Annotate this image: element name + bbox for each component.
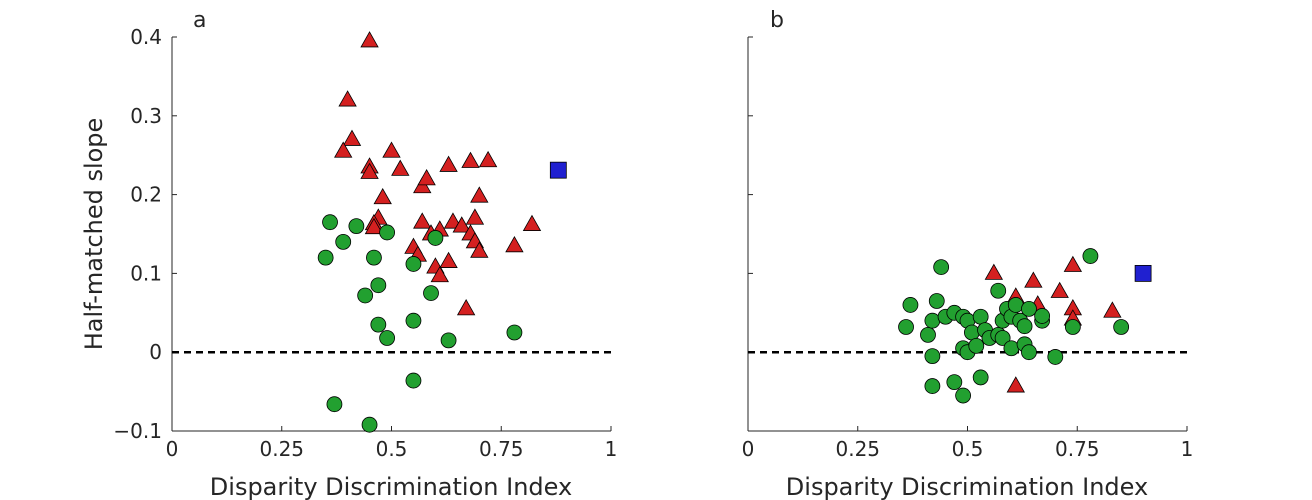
circle-point: [924, 348, 941, 365]
triangle-point: [338, 90, 357, 107]
circle-point: [366, 249, 382, 266]
triangle-point: [439, 251, 458, 268]
triangle-point: [522, 214, 542, 231]
circle-point: [920, 326, 936, 343]
circle-point: [924, 312, 941, 329]
triangle-point: [465, 208, 485, 225]
circle-point: [326, 396, 343, 413]
triangle-point: [413, 212, 432, 229]
triangle-point: [478, 150, 498, 168]
panel-a-y-axis-label: Half-matched slope: [80, 118, 108, 351]
triangle-point: [360, 162, 379, 179]
triangle-point: [382, 141, 401, 158]
x-tick-label: 0.5: [376, 437, 408, 461]
circle-point: [370, 316, 387, 333]
circle-point: [322, 214, 338, 231]
panel-b: b Disparity Discrimination Index 0 0.25 0.…: [742, 8, 1194, 500]
circle-point: [972, 369, 989, 386]
x-tick-label: 0.75: [479, 437, 524, 461]
circle-point: [924, 378, 941, 394]
y-tick-label: 0: [149, 340, 162, 364]
triangle-point: [1063, 255, 1083, 272]
y-tick-label: 0.2: [130, 183, 162, 207]
circle-point: [1016, 318, 1033, 335]
triangle-point: [505, 236, 524, 253]
triangle-point: [1024, 271, 1043, 288]
circle-point: [946, 374, 963, 391]
circle-point: [348, 218, 365, 235]
x-tick-label: 1: [605, 437, 618, 461]
y-tick-label: 0.4: [130, 25, 162, 49]
triangle-point: [342, 129, 362, 146]
circle-point: [427, 230, 444, 246]
triangle-point: [391, 159, 410, 176]
circle-point: [963, 324, 980, 341]
x-tick-label: 0: [742, 437, 755, 461]
x-tick-label: 0.25: [259, 437, 304, 461]
circle-point: [405, 372, 422, 389]
circle-point: [933, 259, 950, 275]
circle-point: [361, 416, 378, 433]
triangle-point: [364, 217, 384, 235]
circle-point: [1047, 349, 1064, 365]
circle-point: [1007, 297, 1024, 313]
circle-point: [898, 319, 914, 335]
circle-point: [994, 330, 1011, 346]
triangle-point: [1006, 376, 1025, 393]
circle-point: [955, 387, 972, 404]
triangle-point: [461, 151, 480, 168]
panel-b-x-axis-label: Disparity Discrimination Index: [786, 473, 1148, 500]
circle-point: [317, 249, 334, 266]
circle-point: [370, 277, 387, 294]
y-tick-label: −0.1: [113, 419, 162, 443]
x-tick-label: 0.75: [1055, 437, 1100, 461]
triangle-point: [1103, 301, 1122, 318]
circle-point: [902, 297, 919, 313]
circle-point: [335, 233, 352, 250]
triangle-point: [470, 241, 489, 258]
circle-point: [972, 308, 989, 325]
panel-a-x-axis-label: Disparity Discrimination Index: [210, 473, 572, 500]
square-point: [549, 161, 567, 179]
circle-point: [379, 224, 396, 241]
triangle-point: [373, 187, 392, 205]
circle-point: [379, 330, 396, 346]
triangle-point: [456, 299, 476, 316]
circle-point: [357, 287, 374, 304]
circle-point: [1082, 248, 1099, 264]
circle-point: [506, 324, 523, 341]
y-tick-label: 0.1: [130, 261, 162, 285]
triangle-point: [430, 265, 449, 283]
circle-point: [968, 337, 985, 354]
triangle-point: [984, 263, 1004, 280]
triangle-point: [360, 31, 379, 48]
circle-point: [1034, 308, 1051, 324]
x-tick-label: 0.25: [835, 437, 880, 461]
circle-point: [440, 332, 457, 349]
circle-point: [990, 282, 1007, 299]
square-point: [1134, 264, 1152, 282]
circle-point: [405, 256, 422, 272]
circle-point: [1003, 340, 1020, 357]
circle-point: [405, 312, 422, 329]
circle-point: [928, 293, 945, 309]
triangle-point: [334, 141, 353, 158]
circle-point: [1113, 319, 1130, 335]
panel-b-letter: b: [770, 8, 784, 33]
circle-point: [1021, 300, 1037, 317]
y-tick-label: 0.3: [130, 104, 162, 128]
triangle-point: [417, 169, 436, 186]
x-tick-label: 1: [1181, 437, 1194, 461]
triangle-point: [1050, 281, 1069, 298]
panel-a-letter: a: [193, 8, 206, 33]
circle-point: [1064, 319, 1081, 335]
x-tick-label: 0.5: [952, 437, 984, 461]
triangle-point: [470, 186, 489, 203]
circle-point: [1021, 344, 1037, 361]
panel-a: a Disparity Discrimination Index Half-ma…: [80, 8, 617, 500]
triangle-point: [439, 155, 458, 172]
circle-point: [423, 285, 439, 302]
x-tick-label: 0: [166, 437, 179, 461]
